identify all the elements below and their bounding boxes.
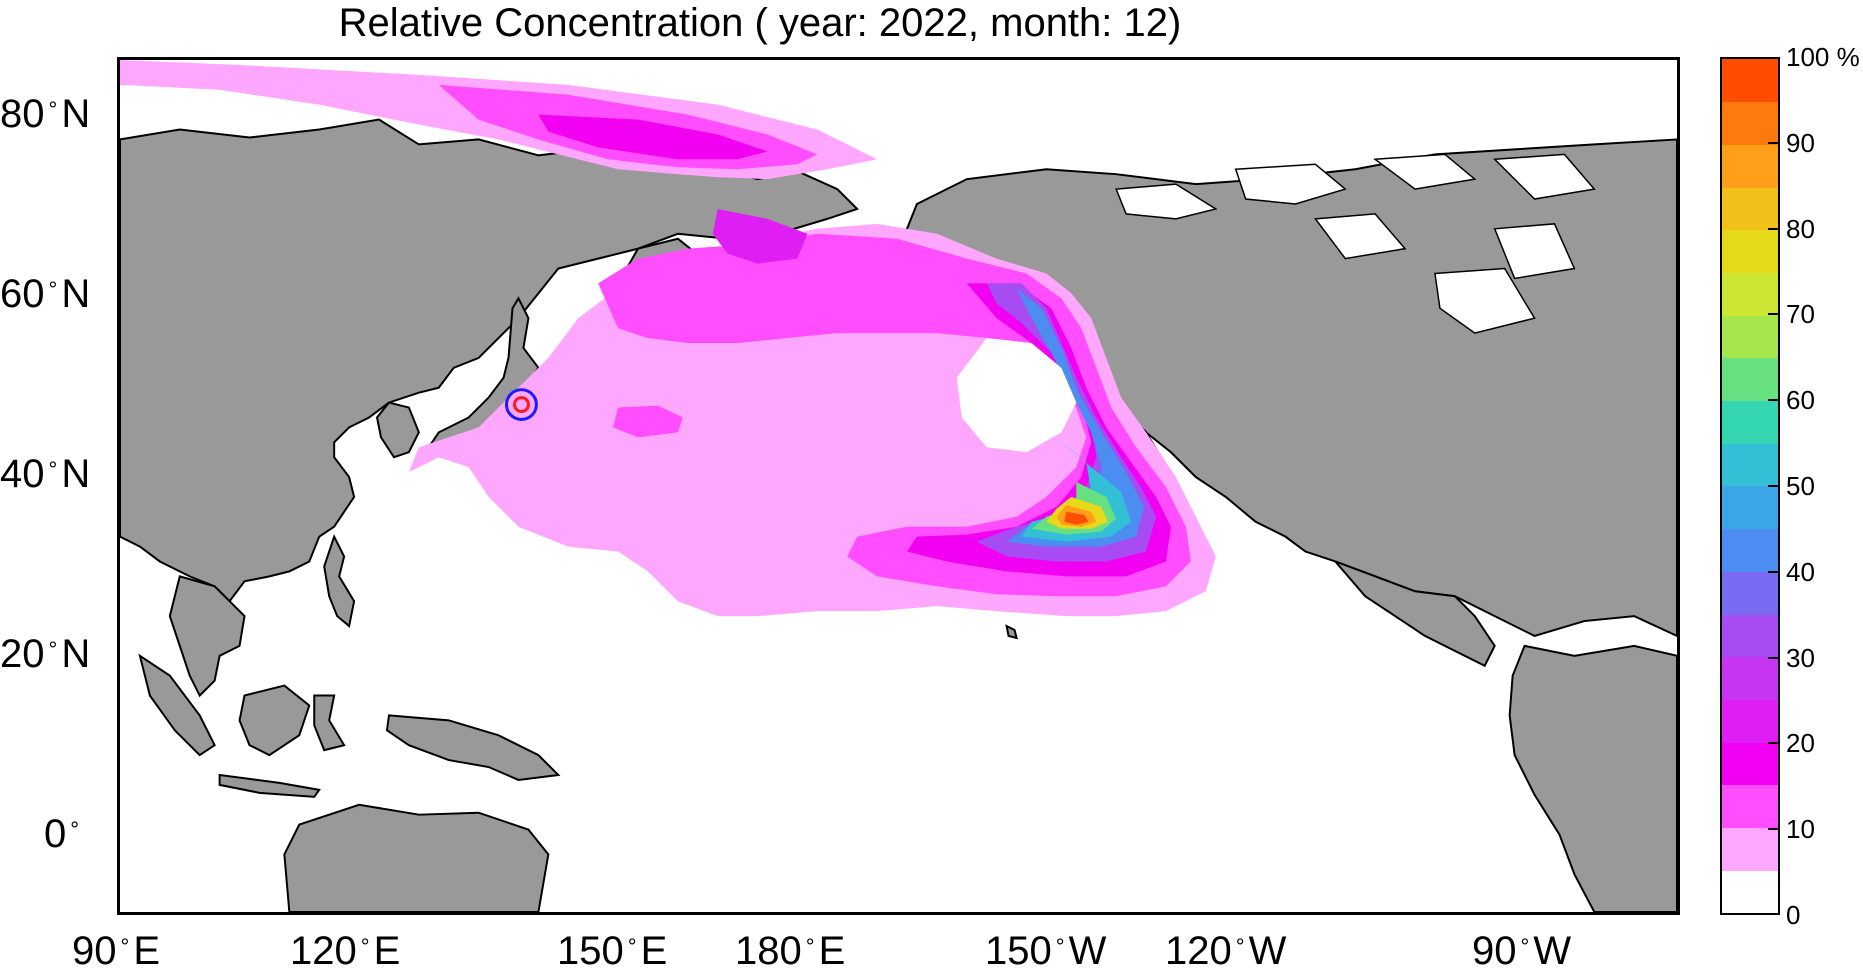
colorbar-segment — [1722, 656, 1778, 700]
contour-band-patch — [613, 405, 683, 438]
colorbar-segment — [1722, 101, 1778, 145]
landmass-java — [218, 773, 321, 798]
colorbar-segment — [1722, 571, 1778, 615]
source-outer-ring — [505, 388, 538, 421]
colorbar-segment — [1722, 528, 1778, 572]
landmass-hawaii — [1005, 624, 1018, 640]
colorbar-tick — [1768, 399, 1780, 402]
colorbar-tick-label: 40 — [1786, 556, 1815, 587]
contour-band-arctic-20 — [538, 114, 768, 160]
arctic-islands — [1115, 153, 1596, 334]
colorbar-tick-label: 20 — [1786, 728, 1815, 759]
colorbar-segment — [1722, 742, 1778, 786]
colorbar-tick-label: 50 — [1786, 471, 1815, 501]
lat-label-40n: 40 ° N — [0, 452, 91, 496]
lat-label-0: 0 ° — [44, 812, 80, 856]
colorbar-segment — [1722, 59, 1778, 103]
colorbar-tick — [1768, 485, 1780, 487]
lon-label-150w: 150 ° W — [985, 929, 1107, 973]
lon-label-120w: 120 ° W — [1165, 929, 1287, 973]
landmass-australia — [283, 803, 550, 912]
lat-label-60n: 60 ° N — [0, 272, 91, 316]
colorbar-segment — [1722, 187, 1778, 231]
colorbar-segment — [1722, 357, 1778, 402]
colorbar-segment — [1722, 827, 1778, 871]
landmass-sumatra — [138, 653, 216, 757]
colorbar-segment — [1722, 614, 1778, 658]
colorbar-segment — [1722, 870, 1778, 913]
map-canvas — [120, 60, 1677, 912]
contour-band-peak — [1064, 511, 1089, 525]
landmass-south-america — [1508, 644, 1677, 912]
colorbar-tick-label: 80 — [1786, 213, 1815, 244]
colorbar-tick-label: 60 — [1786, 385, 1815, 416]
contour-hole — [956, 338, 1077, 453]
colorbar-segment — [1722, 400, 1778, 444]
colorbar-tick-label: 0 — [1786, 900, 1801, 930]
colorbar-tick-label: 100 % — [1786, 42, 1860, 72]
colorbar-tick — [1768, 828, 1780, 831]
colorbar-segment — [1722, 229, 1778, 273]
colorbar-tick — [1768, 313, 1780, 316]
contour-band-40 — [1006, 288, 1145, 547]
lat-label-20n: 20 ° N — [0, 632, 91, 676]
colorbar-segment — [1722, 784, 1778, 829]
landmass-korea — [375, 401, 420, 459]
colorbar-tick — [1768, 742, 1780, 745]
colorbar-tick — [1768, 656, 1780, 659]
colorbar-segment — [1722, 315, 1778, 359]
landmass-sulawesi — [313, 694, 346, 752]
landmass-borneo — [238, 684, 311, 757]
concentration-field — [120, 60, 1216, 617]
colorbar-tick-label: 90 — [1786, 127, 1815, 158]
landmass-new-guinea — [385, 714, 561, 781]
source-marker[interactable] — [505, 388, 538, 421]
landmass-central-america — [1334, 560, 1496, 668]
map-panel[interactable] — [117, 57, 1680, 915]
lon-label-120e: 120 ° E — [290, 929, 401, 973]
colorbar-tick-label: 30 — [1786, 642, 1815, 673]
colorbar-segment — [1722, 144, 1778, 188]
colorbar-tick-label: 10 — [1786, 814, 1815, 845]
source-inner-ring — [512, 396, 530, 414]
colorbar-segment — [1722, 699, 1778, 743]
lon-label-180e: 180 ° E — [735, 929, 846, 973]
contour-band-bering — [712, 208, 808, 264]
lon-label-90w: 90 ° W — [1472, 929, 1572, 973]
colorbar-segment — [1722, 272, 1778, 316]
colorbar-segment — [1722, 486, 1778, 530]
colorbar-tick — [1768, 570, 1780, 573]
landmass-indochina — [168, 575, 246, 698]
map-title: Relative Concentration ( year: 2022, mon… — [338, 1, 1182, 45]
lon-label-90e: 90 ° E — [72, 929, 160, 973]
colorbar — [1720, 57, 1780, 915]
colorbar-tick-label: 70 — [1786, 299, 1815, 330]
lat-label-80n: 80 ° N — [0, 92, 91, 136]
lon-label-150e: 150 ° E — [557, 929, 668, 973]
colorbar-tick — [1768, 141, 1780, 144]
colorbar-segment — [1722, 443, 1778, 487]
colorbar-tick — [1768, 227, 1780, 230]
landmass-philippines — [323, 534, 356, 628]
